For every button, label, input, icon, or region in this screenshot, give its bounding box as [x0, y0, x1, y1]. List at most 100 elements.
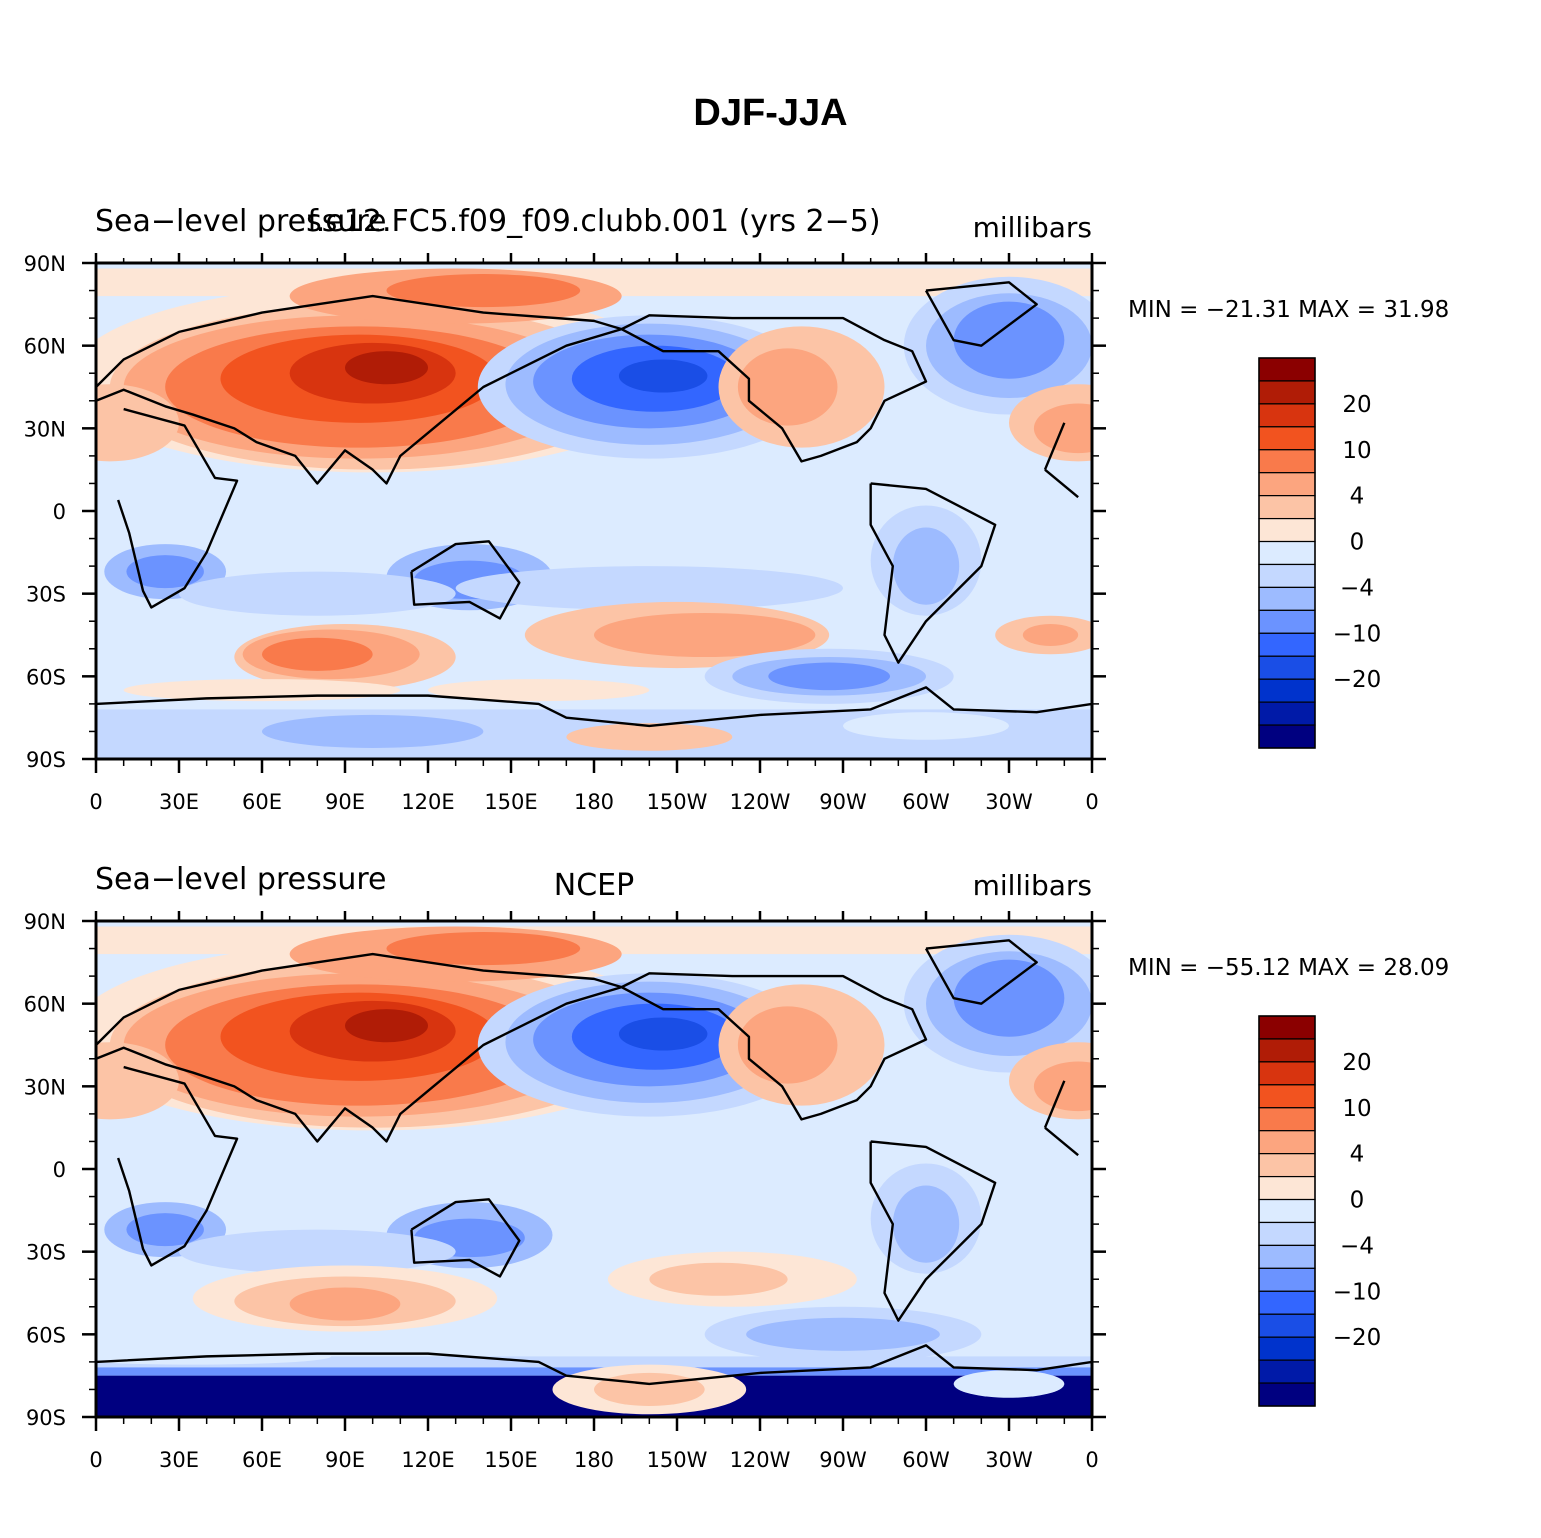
pressure-anomaly-contour: [953, 301, 1065, 379]
pressure-anomaly-contour: [768, 662, 891, 691]
colorbar-label: 20: [1342, 392, 1371, 418]
x-tick-label: 150W: [647, 1448, 708, 1472]
colorbar-label: 4: [1350, 484, 1365, 510]
x-tick-label: 60W: [902, 1448, 950, 1472]
y-tick-label: 60S: [26, 1323, 66, 1347]
colorbar-label: 10: [1342, 438, 1371, 464]
colorbar-swatch: [1258, 1130, 1316, 1155]
coastline: [869, 482, 997, 664]
y-tick-label: 90N: [24, 252, 66, 276]
x-tick-label: 180: [574, 790, 614, 814]
colorbar-label: −4: [1340, 1233, 1374, 1259]
x-tick-label: 120W: [730, 790, 791, 814]
colorbar-label: −20: [1333, 1325, 1382, 1351]
x-tick-label: 180: [574, 1448, 614, 1472]
colorbar-swatch: [1258, 1267, 1316, 1292]
pressure-anomaly-contour: [1022, 623, 1079, 647]
pressure-anomaly-contour: [746, 1317, 940, 1351]
panel-ncep: Sea−level pressure NCEP millibars MIN = …: [24, 862, 1450, 1472]
y-tick-label: 90S: [26, 1406, 66, 1430]
x-tick-label: 150W: [647, 790, 708, 814]
coastline: [95, 1344, 1093, 1386]
x-tick-label: 150E: [484, 1448, 537, 1472]
colorbar-frame: [1258, 357, 1316, 749]
y-tick-label: 0: [53, 500, 66, 524]
figure-title: DJF-JJA: [693, 92, 848, 134]
pressure-anomaly-contour: [1033, 403, 1092, 454]
pressure-anomaly-contour: [953, 959, 1065, 1037]
x-tick-label: 60E: [242, 790, 282, 814]
x-axis: 0 30E 60E 90E 120E 150E 180 150W 120W 90W 60W 30W 0: [89, 253, 1099, 814]
pressure-anomaly-contour: [618, 1017, 708, 1051]
x-tick-label: 0: [1085, 1448, 1098, 1472]
colorbar-swatch: [1258, 472, 1316, 497]
colorbar-swatch: [1258, 655, 1316, 680]
colorbar-swatch: [1258, 1221, 1316, 1247]
colorbar-swatch: [1258, 403, 1316, 428]
panel-center-label: f.e12.FC5.f09_f09.clubb.001 (yrs 2−5): [307, 204, 880, 239]
y-axis: 90N 60N 30N 0 30S 60S 90S: [24, 910, 1106, 1430]
colorbar-swatch: [1258, 540, 1316, 566]
colorbar-swatch: [1258, 609, 1316, 634]
coastline: [621, 972, 928, 1121]
pressure-anomaly-contour: [618, 359, 708, 393]
pressure-anomaly-contour: [649, 1262, 788, 1296]
colorbar-label: −4: [1340, 575, 1374, 601]
x-tick-label: 30E: [159, 790, 199, 814]
pressure-anomaly-contour: [345, 1009, 428, 1043]
colorbar-swatch: [1258, 517, 1316, 543]
colorbar-swatch: [1258, 678, 1316, 703]
colorbar-swatch: [1258, 1336, 1316, 1361]
colorbar-frame: [1258, 1015, 1316, 1407]
pressure-anomaly-contour: [566, 723, 733, 751]
colorbar-swatch: [1258, 426, 1316, 451]
pressure-anomaly-contour: [594, 1372, 705, 1406]
x-tick-label: 0: [1085, 790, 1098, 814]
panel-model: Sea−level pressure f.e12.FC5.f09_f09.clu…: [24, 204, 1450, 814]
colorbar-swatch: [1258, 1107, 1316, 1132]
y-tick-label: 60N: [24, 993, 66, 1017]
pressure-anomaly-contour: [179, 1229, 456, 1274]
pressure-anomaly-contour: [386, 932, 581, 966]
y-tick-label: 30N: [24, 417, 66, 441]
panel-right-label: millibars: [973, 869, 1092, 902]
coastline: [116, 407, 239, 609]
x-tick-label: 30W: [985, 1448, 1033, 1472]
pressure-anomaly-contour: [126, 1213, 204, 1247]
x-tick-label: 90E: [325, 1448, 365, 1472]
pressure-anomaly-contour: [386, 274, 581, 308]
colorbar: 20 10 4 0 −4 −10 −20: [1258, 1015, 1382, 1407]
colorbar-label: 0: [1350, 530, 1365, 556]
coastline: [116, 1065, 239, 1267]
colorbar-swatch: [1258, 1015, 1316, 1040]
coastline: [1044, 1126, 1079, 1157]
colorbar-swatch: [1258, 1038, 1316, 1063]
pressure-anomaly-contour: [737, 348, 838, 426]
colorbar-swatch: [1258, 380, 1316, 405]
x-tick-label: 120E: [401, 1448, 454, 1472]
colorbar-label: 20: [1342, 1050, 1371, 1076]
coastlines: [95, 281, 1093, 728]
pressure-anomaly-contour: [953, 1370, 1065, 1398]
colorbar-swatch: [1258, 1290, 1316, 1315]
pressure-anomaly-band: [96, 1356, 1092, 1368]
y-tick-label: 30S: [26, 583, 66, 607]
coastline: [1043, 422, 1066, 471]
colorbar-label: −10: [1333, 1279, 1382, 1305]
x-axis: 0 30E 60E 90E 120E 150E 180 150W 120W 90W 60W 30W 0: [89, 911, 1099, 1472]
colorbar-swatch: [1258, 1382, 1316, 1407]
x-tick-label: 90E: [325, 790, 365, 814]
coastline: [410, 540, 521, 620]
x-tick-label: 90W: [819, 1448, 867, 1472]
colorbar-swatch: [1258, 1084, 1316, 1109]
colorbar-swatch: [1258, 1313, 1316, 1338]
colorbar-swatch: [1258, 563, 1316, 589]
colorbar-swatch: [1258, 586, 1316, 611]
y-tick-label: 90S: [26, 748, 66, 772]
coastline: [621, 314, 928, 463]
coastline: [869, 1140, 997, 1322]
map-field: [94, 261, 1094, 761]
x-tick-label: 120E: [401, 790, 454, 814]
colorbar-swatch: [1258, 1359, 1316, 1384]
pressure-anomaly-contour: [179, 571, 456, 616]
